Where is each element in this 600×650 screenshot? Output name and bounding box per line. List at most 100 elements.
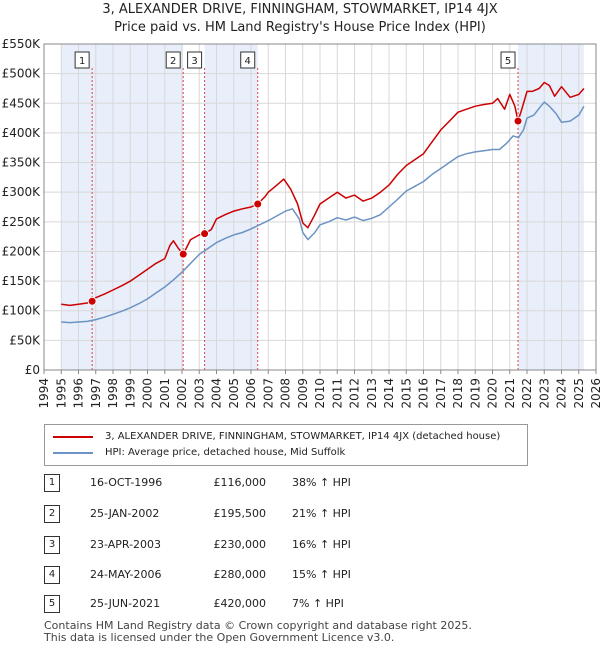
x-tick-label: 2021 (503, 378, 517, 409)
sale-number-label: 4 (245, 56, 251, 67)
transaction-number: 1 (44, 474, 60, 492)
y-tick-label: £550K (2, 37, 42, 51)
transaction-number: 2 (44, 505, 60, 523)
legend-swatch-hpi (53, 451, 93, 454)
y-tick-label: £300K (2, 185, 42, 199)
transaction-row: 3 23-APR-2003 £230,000 16% ↑ HPI (44, 536, 444, 556)
transaction-price: £280,000 (213, 568, 267, 581)
transaction-hpi-change: 15% ↑ HPI (292, 568, 351, 581)
transaction-row: 4 24-MAY-2006 £280,000 15% ↑ HPI (44, 566, 444, 586)
sale-number-box (165, 51, 181, 69)
y-tick-label: £150K (2, 274, 42, 288)
x-tick-label: 2015 (399, 378, 413, 409)
transaction-price: £420,000 (213, 597, 267, 610)
x-tick-label: 2013 (365, 378, 379, 409)
sale-number-label: 2 (170, 56, 176, 67)
legend: 3, ALEXANDER DRIVE, FINNINGHAM, STOWMARK… (44, 424, 528, 466)
x-tick-label: 1996 (72, 378, 86, 409)
x-tick-label: 2002 (175, 378, 189, 409)
x-tick-label: 2000 (141, 378, 155, 409)
legend-swatch-property (53, 435, 93, 438)
transaction-price: £195,500 (213, 507, 267, 520)
sale-number-box (74, 51, 90, 69)
y-tick-label: £400K (2, 126, 42, 140)
y-tick-label: £0 (25, 363, 40, 377)
x-tick-label: 2003 (192, 378, 206, 409)
x-tick-label: 2018 (451, 378, 465, 409)
price-chart: 1 2 3 4 5 £0 £50K £100K £150K £200K £250K £300K £35… (2, 37, 600, 409)
x-tick-label: 2009 (296, 378, 310, 409)
sale-point (253, 199, 263, 209)
x-tick-label: 2016 (417, 378, 431, 409)
transaction-date: 16-OCT-1996 (90, 476, 163, 489)
x-tick-label: 1999 (123, 378, 137, 409)
sale-point (87, 296, 97, 306)
axis-layer: £0 £50K £100K £150K £200K £250K £300K £350K £400… (2, 37, 600, 409)
y-tick-label: £100K (2, 304, 42, 318)
x-tick-label: 2023 (537, 378, 551, 409)
transaction-date: 24-MAY-2006 (90, 568, 162, 581)
x-tick-label: 2004 (210, 378, 224, 409)
sale-number-label: 3 (191, 56, 197, 67)
sale-marker-lines: 1 2 3 4 5 (74, 51, 519, 370)
transaction-price: £230,000 (213, 538, 267, 551)
grid-layer (43, 43, 597, 371)
shaded-region (61, 44, 93, 370)
transaction-date: 25-JUN-2021 (90, 597, 161, 610)
y-tick-label: £450K (2, 96, 42, 110)
shaded-region (518, 44, 584, 370)
legend-item-hpi: HPI: Average price, detached house, Mid … (53, 447, 345, 458)
transaction-date: 23-APR-2003 (90, 538, 162, 551)
sale-number-label: 1 (79, 56, 85, 67)
shaded-region (92, 44, 184, 370)
transaction-number: 5 (44, 595, 60, 613)
sale-number-label: 5 (505, 56, 511, 67)
legend-label-hpi: HPI: Average price, detached house, Mid … (105, 447, 346, 458)
x-tick-label: 1997 (89, 378, 103, 409)
transaction-date: 25-JAN-2002 (90, 507, 160, 520)
transaction-row: 2 25-JAN-2002 £195,500 21% ↑ HPI (44, 505, 444, 525)
x-tick-label: 1998 (106, 378, 120, 409)
chart-subtitle: Price paid vs. HM Land Registry's House … (114, 20, 486, 35)
x-tick-label: 2017 (434, 378, 448, 409)
sale-number-box (240, 51, 256, 69)
footer-licence: This data is licensed under the Open Gov… (44, 631, 395, 644)
transaction-hpi-change: 16% ↑ HPI (292, 538, 351, 551)
transaction-hpi-change: 38% ↑ HPI (292, 476, 351, 489)
x-tick-label: 2001 (158, 378, 172, 409)
x-tick-label: 2012 (348, 378, 362, 409)
x-tick-label: 2025 (572, 378, 586, 409)
series-line-property (61, 81, 585, 307)
transaction-hpi-change: 21% ↑ HPI (292, 507, 351, 520)
x-tick-label: 2005 (227, 378, 241, 409)
sale-point (200, 229, 210, 239)
legend-item-property: 3, ALEXANDER DRIVE, FINNINGHAM, STOWMARK… (53, 431, 500, 442)
footer-copyright: Contains HM Land Registry data © Crown c… (44, 619, 472, 632)
y-tick-label: £350K (2, 156, 42, 170)
sale-number-box (500, 51, 516, 69)
chart-title: 3, ALEXANDER DRIVE, FINNINGHAM, STOWMARK… (102, 2, 498, 17)
x-tick-label: 2006 (244, 378, 258, 409)
footer: Contains HM Land Registry data © Crown c… (44, 620, 472, 644)
x-tick-label: 2024 (555, 378, 569, 409)
series-layer (61, 81, 585, 324)
y-tick-label: £250K (2, 215, 42, 229)
x-tick-label: 2026 (589, 378, 600, 409)
y-tick-label: £200K (2, 244, 42, 258)
x-tick-label: 2011 (330, 378, 344, 409)
x-tick-label: 2020 (486, 378, 500, 409)
x-tick-label: 2022 (520, 378, 534, 409)
sale-point (178, 249, 188, 259)
transaction-price: £116,000 (213, 476, 267, 489)
x-tick-label: 2019 (468, 378, 482, 409)
sale-point (513, 116, 523, 126)
x-tick-label: 1994 (37, 378, 51, 409)
sale-markers (87, 116, 523, 306)
transaction-row: 5 25-JUN-2021 £420,000 7% ↑ HPI (44, 595, 444, 615)
transaction-number: 4 (44, 566, 60, 584)
transaction-hpi-change: 7% ↑ HPI (292, 597, 344, 610)
series-line-hpi (61, 101, 585, 324)
x-tick-label: 2010 (313, 378, 327, 409)
y-tick-label: £500K (2, 67, 42, 81)
legend-label-property: 3, ALEXANDER DRIVE, FINNINGHAM, STOWMARK… (105, 431, 501, 442)
